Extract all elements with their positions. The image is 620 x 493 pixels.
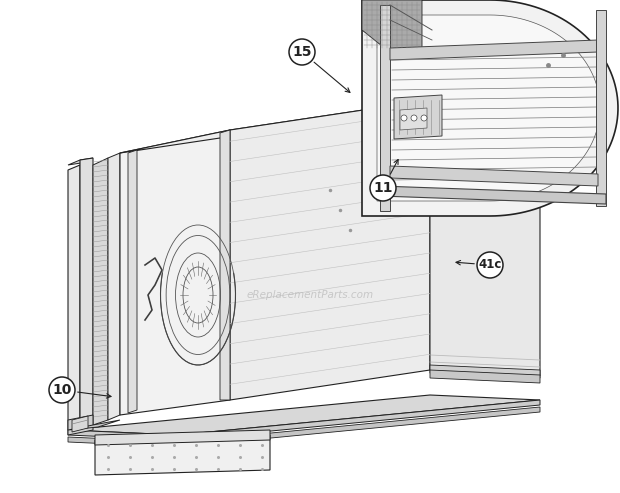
Polygon shape bbox=[390, 40, 598, 60]
Polygon shape bbox=[95, 435, 270, 475]
Polygon shape bbox=[380, 186, 606, 204]
Polygon shape bbox=[377, 15, 600, 201]
Polygon shape bbox=[68, 165, 80, 430]
Polygon shape bbox=[108, 153, 120, 420]
Circle shape bbox=[49, 377, 75, 403]
Polygon shape bbox=[68, 395, 540, 435]
Polygon shape bbox=[390, 166, 598, 186]
Polygon shape bbox=[362, 0, 618, 216]
Circle shape bbox=[411, 115, 417, 121]
Text: 15: 15 bbox=[292, 45, 312, 59]
Polygon shape bbox=[68, 407, 540, 447]
Circle shape bbox=[421, 115, 427, 121]
Polygon shape bbox=[95, 430, 270, 445]
Polygon shape bbox=[120, 100, 430, 153]
Circle shape bbox=[477, 252, 503, 278]
Circle shape bbox=[401, 115, 407, 121]
Polygon shape bbox=[430, 100, 540, 375]
Polygon shape bbox=[68, 400, 540, 440]
Polygon shape bbox=[72, 416, 88, 432]
Polygon shape bbox=[68, 415, 93, 435]
Text: 11: 11 bbox=[373, 181, 392, 195]
Polygon shape bbox=[120, 130, 230, 415]
Polygon shape bbox=[220, 130, 230, 400]
Polygon shape bbox=[596, 10, 606, 206]
Text: 41c: 41c bbox=[478, 258, 502, 272]
Polygon shape bbox=[230, 100, 430, 400]
Polygon shape bbox=[430, 94, 555, 108]
Polygon shape bbox=[380, 5, 390, 211]
Polygon shape bbox=[80, 158, 93, 425]
Circle shape bbox=[370, 175, 396, 201]
Polygon shape bbox=[362, 0, 422, 50]
Polygon shape bbox=[394, 95, 442, 139]
Polygon shape bbox=[68, 158, 93, 165]
Polygon shape bbox=[430, 370, 540, 383]
Polygon shape bbox=[128, 150, 137, 413]
Polygon shape bbox=[430, 365, 540, 378]
Circle shape bbox=[289, 39, 315, 65]
Polygon shape bbox=[400, 108, 427, 130]
Text: 10: 10 bbox=[52, 383, 72, 397]
Text: eReplacementParts.com: eReplacementParts.com bbox=[246, 290, 374, 300]
Polygon shape bbox=[93, 158, 108, 425]
Polygon shape bbox=[68, 420, 120, 430]
